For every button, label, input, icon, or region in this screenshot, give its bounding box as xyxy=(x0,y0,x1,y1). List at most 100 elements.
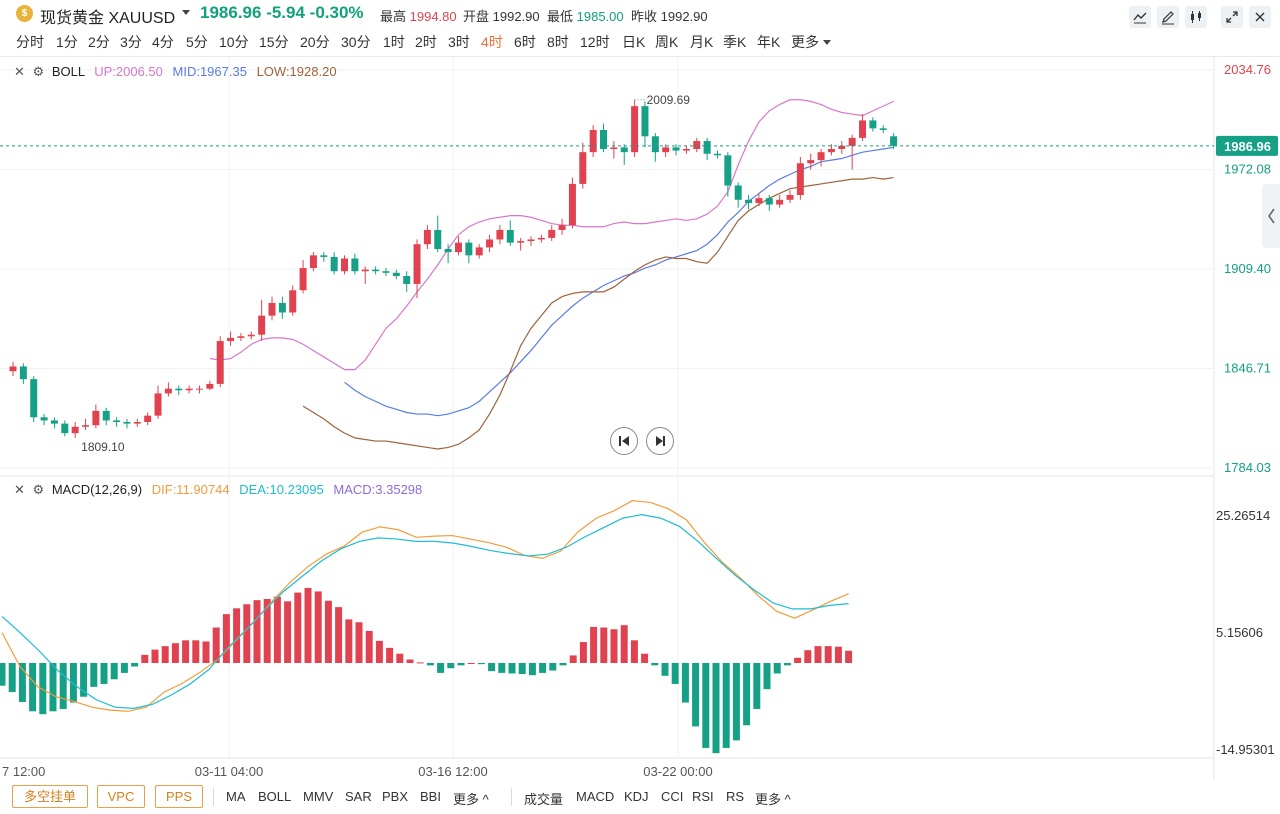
close-icon[interactable] xyxy=(1249,6,1271,28)
macd-histogram-bar xyxy=(579,642,587,663)
main-indicator-4[interactable]: PBX xyxy=(382,789,409,804)
divider xyxy=(213,788,214,806)
timeframe-11[interactable]: 2时 xyxy=(415,34,437,50)
line-tool-icon[interactable] xyxy=(1129,6,1151,28)
sub-indicator-0[interactable]: 成交量 xyxy=(524,792,564,807)
chevron-down-icon[interactable] xyxy=(182,10,190,15)
candle-body xyxy=(475,247,483,256)
candle-body xyxy=(848,137,856,146)
main-indicator-6[interactable]: 更多 ^ xyxy=(453,792,489,807)
sub-indicator-6[interactable]: 更多 ^ xyxy=(755,792,791,807)
candle-body xyxy=(123,422,131,424)
fullscreen-icon[interactable] xyxy=(1221,6,1243,28)
timeframe-6[interactable]: 10分 xyxy=(219,34,249,50)
timeframe-14[interactable]: 6时 xyxy=(514,34,536,50)
candle xyxy=(465,239,473,264)
candle xyxy=(755,193,763,207)
macd-dif-line xyxy=(1,500,849,712)
macd-histogram-bar xyxy=(712,662,720,754)
timeframe-3[interactable]: 3分 xyxy=(120,34,142,50)
timeframe-0[interactable]: 分时 xyxy=(16,34,44,50)
divider xyxy=(511,788,512,806)
pen-tool-icon[interactable] xyxy=(1157,6,1179,28)
boll-mid-line xyxy=(344,146,894,417)
timeframe-15[interactable]: 8时 xyxy=(547,34,569,50)
pill-button-1[interactable]: VPC xyxy=(97,785,145,808)
timeframe-16[interactable]: 12时 xyxy=(580,34,610,50)
candle xyxy=(724,152,732,197)
macd-histogram-bar xyxy=(90,662,98,687)
sub-indicator-4[interactable]: RSI xyxy=(692,789,714,804)
timeframe-22[interactable]: 更多 xyxy=(791,34,819,50)
timeframe-1[interactable]: 1分 xyxy=(56,34,78,50)
gear-icon[interactable]: ⚙ xyxy=(32,482,45,497)
macd-histogram-bar xyxy=(549,662,557,671)
macd-histogram-bar xyxy=(243,604,251,663)
boll-label: BOLL xyxy=(51,64,85,79)
close-icon[interactable]: ✕ xyxy=(14,64,25,79)
candle-body xyxy=(859,120,867,138)
timeframe-13[interactable]: 4时 xyxy=(481,34,503,50)
candle-body xyxy=(382,271,390,273)
timeframe-7[interactable]: 15分 xyxy=(259,34,289,50)
main-indicator-1[interactable]: BOLL xyxy=(258,789,292,804)
candle-body xyxy=(102,410,110,421)
candle-body xyxy=(423,229,431,245)
pill-button-0[interactable]: 多空挂单 xyxy=(12,785,88,808)
change-percent: -0.30% xyxy=(309,3,364,22)
trough-annotation: 1809.10 xyxy=(81,440,125,454)
macd-histogram-bar xyxy=(488,662,496,672)
sub-indicator-2[interactable]: KDJ xyxy=(624,789,649,804)
macd-histogram-bar xyxy=(365,630,373,663)
close-icon[interactable]: ✕ xyxy=(14,482,25,497)
candle xyxy=(838,141,846,154)
macd-histogram-bar xyxy=(600,627,608,663)
main-indicator-3[interactable]: SAR xyxy=(345,789,372,804)
candle xyxy=(869,117,877,132)
candle-body xyxy=(30,379,38,418)
timeframe-4[interactable]: 4分 xyxy=(152,34,174,50)
play-button[interactable] xyxy=(646,427,674,455)
timeframe-21[interactable]: 年K xyxy=(757,34,781,50)
timeframe-5[interactable]: 5分 xyxy=(186,34,208,50)
macd-dif-value: DIF:11.90744 xyxy=(151,482,230,497)
timeframe-12[interactable]: 3时 xyxy=(448,34,470,50)
timeframe-8[interactable]: 20分 xyxy=(300,34,330,50)
candle-body xyxy=(537,237,545,240)
sub-indicator-5[interactable]: RS xyxy=(726,789,745,804)
timeframe-20[interactable]: 季K xyxy=(723,34,747,50)
timeframe-9[interactable]: 30分 xyxy=(341,34,371,50)
main-indicator-0[interactable]: MA xyxy=(226,789,246,804)
candle xyxy=(413,239,421,299)
step-back-button[interactable] xyxy=(610,427,638,455)
sub-indicator-3[interactable]: CCI xyxy=(661,789,684,804)
macd-histogram-bar xyxy=(59,662,67,709)
candle-body xyxy=(662,147,670,153)
sub-indicator-1[interactable]: MACD xyxy=(576,789,615,804)
chevron-down-icon[interactable] xyxy=(823,40,831,45)
candle-body xyxy=(734,185,742,200)
candle-body xyxy=(40,417,48,421)
timeframe-19[interactable]: 月K xyxy=(690,34,714,50)
main-indicator-5[interactable]: BBI xyxy=(420,789,441,804)
timeframe-18[interactable]: 周K xyxy=(655,34,679,50)
macd-histogram-bar xyxy=(610,629,618,663)
pill-button-2[interactable]: PPS xyxy=(155,785,203,808)
symbol-selector[interactable]: 现货黄金 XAUUSD xyxy=(40,10,176,27)
candle-settings-icon[interactable] xyxy=(1185,6,1207,28)
candle-body xyxy=(641,106,649,137)
timeframe-10[interactable]: 1时 xyxy=(383,34,405,50)
open-label: 开盘 xyxy=(463,9,490,24)
timeframe-17[interactable]: 日K xyxy=(622,34,646,50)
macd-histogram-bar xyxy=(49,662,57,712)
gear-icon[interactable]: ⚙ xyxy=(32,64,45,79)
timeframe-2[interactable]: 2分 xyxy=(88,34,110,50)
candle xyxy=(745,195,753,210)
candle-body xyxy=(548,229,556,238)
candle-body xyxy=(890,136,898,146)
macd-histogram-bar xyxy=(18,662,26,702)
side-panel-toggle[interactable] xyxy=(1262,184,1280,248)
chart-canvas[interactable]: 2009.69 1809.10 2034.76 1972.08 1909.40 1846… xyxy=(0,0,1280,784)
main-indicator-2[interactable]: MMV xyxy=(303,789,334,804)
high-value: 1994.80 xyxy=(409,9,457,24)
